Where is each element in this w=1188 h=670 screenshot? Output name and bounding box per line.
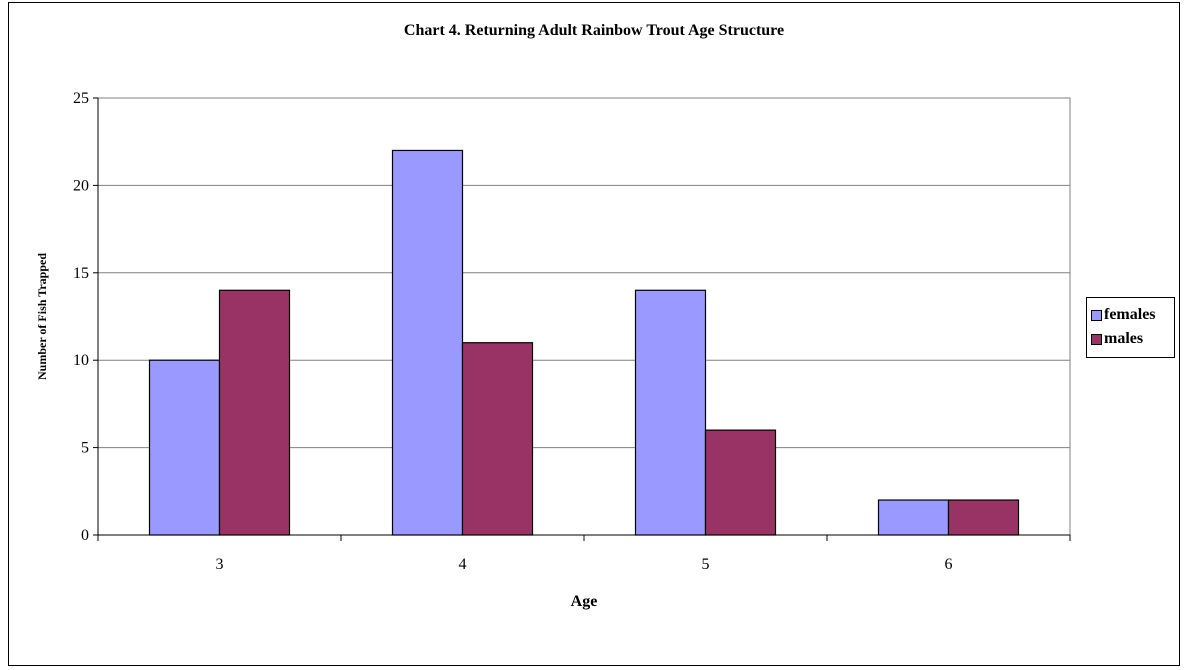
y-tick-label: 10 <box>73 352 89 369</box>
x-tick-label: 4 <box>459 556 467 573</box>
chart-frame <box>8 2 1180 666</box>
bar-males-age-4 <box>461 342 534 536</box>
x-tick-label: 3 <box>216 556 224 573</box>
bar-males-age-6 <box>947 499 1020 536</box>
y-tick-label: 15 <box>73 265 89 282</box>
chart-title: Chart 4. Returning Adult Rainbow Trout A… <box>403 22 785 39</box>
x-tick-label: 6 <box>945 556 953 573</box>
bar-females-age-6 <box>877 499 950 536</box>
axes <box>93 97 1071 541</box>
legend-label-females: females <box>1104 306 1156 323</box>
legend-label-males: males <box>1104 330 1144 347</box>
bar-females-age-3 <box>148 359 221 536</box>
y-tick-label: 5 <box>81 440 89 457</box>
tick-labels: 0 5 10 15 20 25 3 4 5 6 <box>73 90 953 573</box>
y-tick-label: 0 <box>81 527 89 544</box>
x-axis-title: Age <box>571 593 598 610</box>
bar-males-age-3 <box>218 289 291 536</box>
bars <box>148 149 1020 536</box>
legend: females males <box>1086 297 1175 358</box>
y-tick-label: 20 <box>73 177 89 194</box>
legend-swatch-females <box>1091 309 1102 321</box>
bar-females-age-4 <box>391 149 464 536</box>
y-axis-title: Number of Fish Trapped <box>35 253 49 380</box>
x-tick-label: 5 <box>702 556 710 573</box>
bar-females-age-5 <box>634 289 707 536</box>
bar-males-age-5 <box>704 429 777 536</box>
legend-item-females: females <box>1091 303 1174 327</box>
legend-item-males: males <box>1091 327 1174 351</box>
legend-swatch-males <box>1091 333 1102 345</box>
y-tick-label: 25 <box>73 90 89 107</box>
